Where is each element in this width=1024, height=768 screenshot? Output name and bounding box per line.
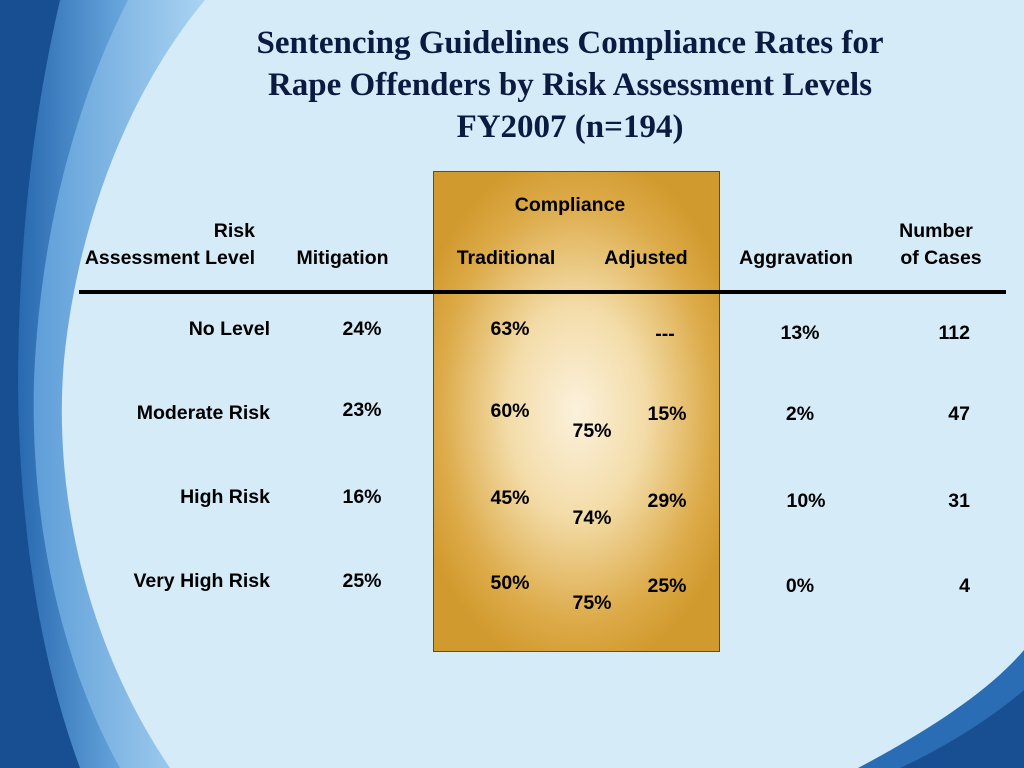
cell-traditional: 63% bbox=[490, 318, 530, 340]
cell-mitigation: 24% bbox=[342, 318, 382, 340]
header-cases-line-2: of Cases bbox=[900, 247, 982, 269]
cell-adjusted: 29% bbox=[647, 490, 687, 512]
cell-cases: 31 bbox=[948, 490, 970, 512]
cell-aggravation: 0% bbox=[785, 575, 815, 597]
header-adjusted: Adjusted bbox=[604, 247, 688, 269]
cell-traditional: 45% bbox=[490, 487, 530, 509]
cell-mitigation: 23% bbox=[342, 399, 382, 421]
cell-adjusted: 15% bbox=[647, 403, 687, 425]
cell-cases: 112 bbox=[938, 322, 970, 344]
cell-combined-compliance: 75% bbox=[572, 592, 612, 614]
cell-risk-level: High Risk bbox=[180, 486, 270, 508]
header-traditional: Traditional bbox=[456, 247, 556, 269]
header-divider bbox=[79, 290, 1006, 294]
cell-traditional: 60% bbox=[490, 400, 530, 422]
header-aggravation: Aggravation bbox=[739, 247, 853, 269]
header-risk-line-1: Risk bbox=[213, 220, 255, 242]
cell-risk-level: Very High Risk bbox=[133, 570, 270, 592]
header-compliance: Compliance bbox=[514, 194, 626, 216]
cell-mitigation: 25% bbox=[342, 570, 382, 592]
cell-mitigation: 16% bbox=[342, 486, 382, 508]
cell-combined-compliance: 74% bbox=[572, 507, 612, 529]
cell-aggravation: 10% bbox=[786, 490, 826, 512]
cell-traditional: 50% bbox=[490, 572, 530, 594]
cell-risk-level: No Level bbox=[188, 318, 270, 340]
cell-aggravation: 2% bbox=[785, 403, 815, 425]
title-line-2: Rape Offenders by Risk Assessment Levels bbox=[267, 67, 873, 103]
title-line-1: Sentencing Guidelines Compliance Rates f… bbox=[256, 25, 884, 61]
header-cases-line-1: Number bbox=[899, 220, 973, 242]
cell-risk-level: Moderate Risk bbox=[136, 402, 270, 424]
cell-cases: 4 bbox=[959, 575, 970, 597]
title-line-3: FY2007 (n=194) bbox=[456, 109, 684, 145]
cell-adjusted: --- bbox=[655, 323, 675, 345]
page-title: Sentencing Guidelines Compliance Rates f… bbox=[160, 22, 980, 148]
cell-combined-compliance: 75% bbox=[572, 420, 612, 442]
cell-cases: 47 bbox=[948, 403, 970, 425]
header-risk-line-2: Assessment Level bbox=[84, 247, 255, 269]
header-mitigation: Mitigation bbox=[296, 247, 389, 269]
cell-aggravation: 13% bbox=[780, 322, 820, 344]
compliance-highlight-panel bbox=[433, 171, 720, 652]
cell-adjusted: 25% bbox=[647, 575, 687, 597]
